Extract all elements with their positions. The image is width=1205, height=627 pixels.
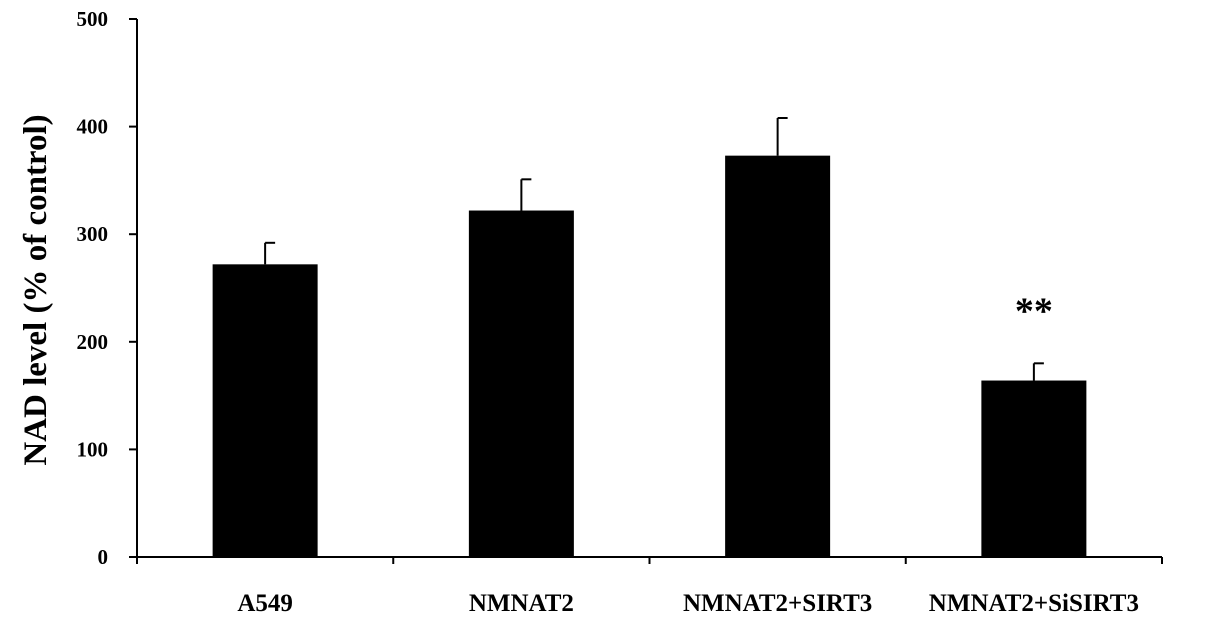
- x-tick-label: NMNAT2: [469, 590, 574, 617]
- x-tick-label: NMNAT2+SiSIRT3: [929, 590, 1139, 617]
- x-tick-label: A549: [237, 590, 293, 617]
- y-tick-label: 100: [77, 437, 109, 461]
- y-tick-label: 400: [77, 115, 109, 139]
- chart-marks: 0 100 200 300 400 500 A549 NMNAT2 NMNAT2+SIRT3 NM…: [77, 7, 1163, 617]
- significance-annotation: **: [1015, 290, 1053, 332]
- bar: [725, 155, 831, 558]
- x-tick-label: NMNAT2+SIRT3: [683, 590, 872, 617]
- bar: [212, 264, 318, 557]
- y-axis-label: NAD level (% of control): [18, 114, 54, 465]
- bar: [981, 380, 1087, 557]
- y-tick-label: 0: [98, 545, 109, 569]
- y-tick-label: 500: [77, 7, 109, 31]
- bar: [468, 210, 574, 557]
- y-tick-label: 200: [77, 330, 109, 354]
- y-tick-label: 300: [77, 222, 109, 246]
